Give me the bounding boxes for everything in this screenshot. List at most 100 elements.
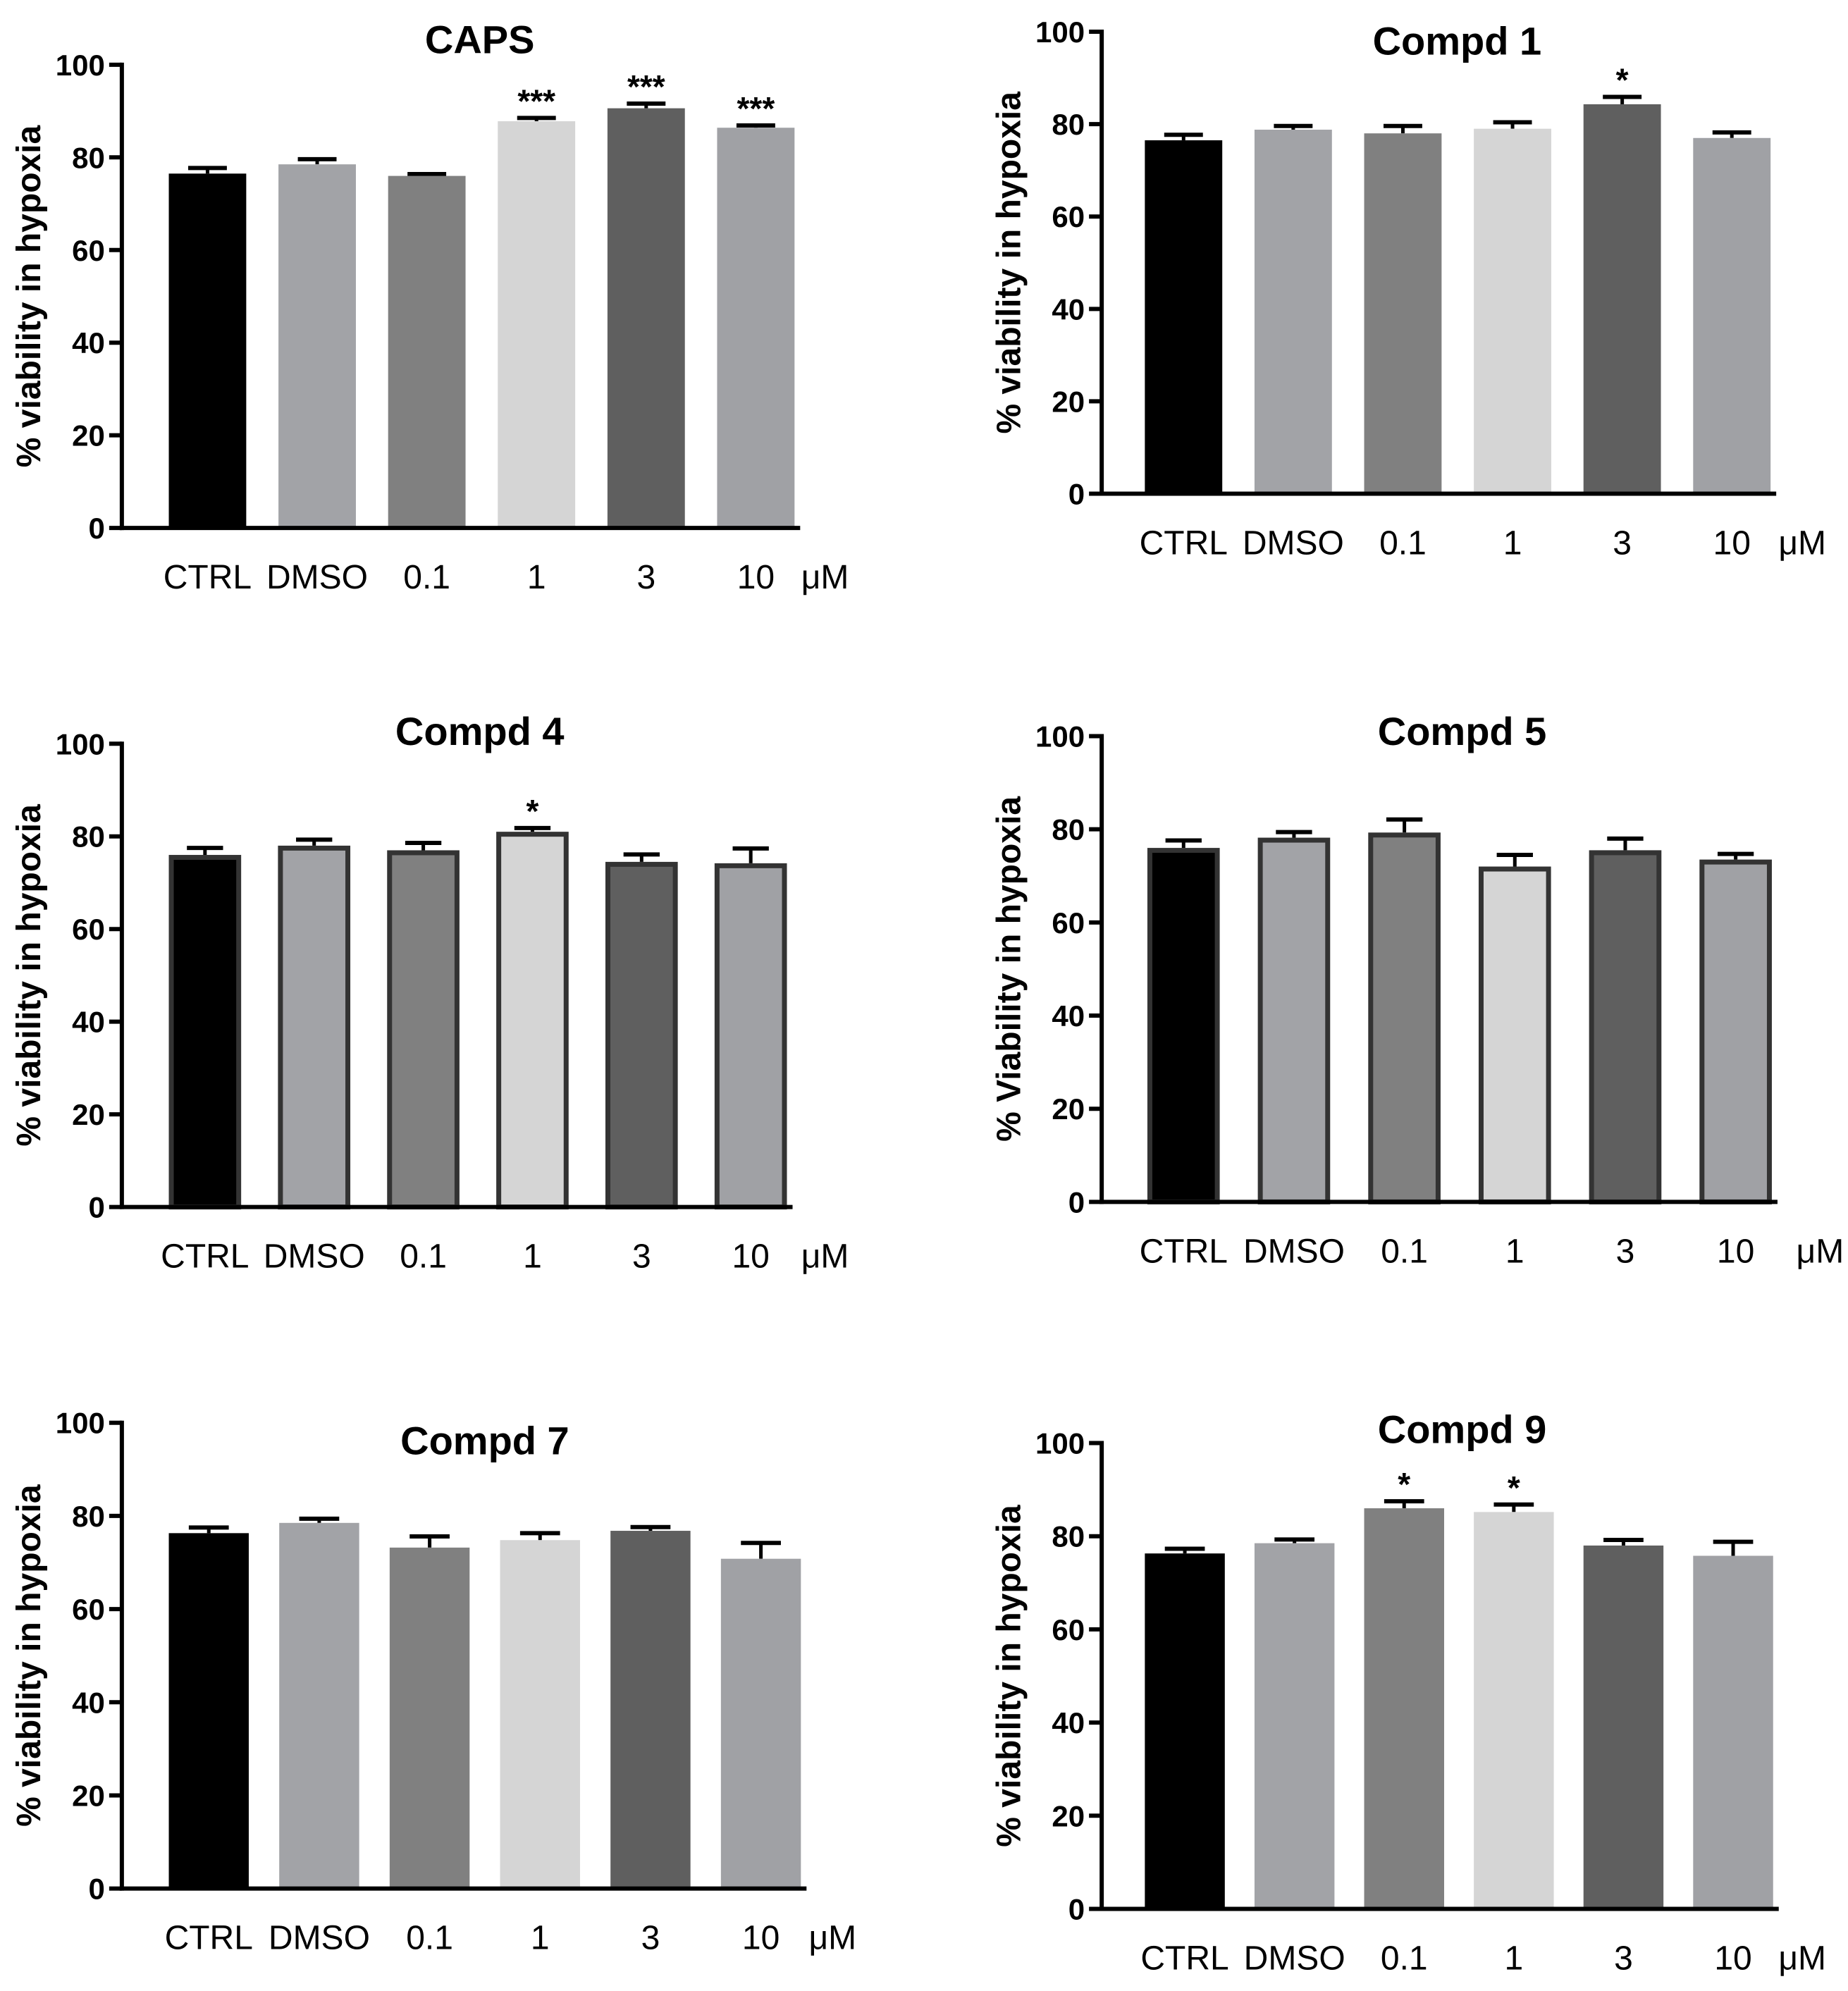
y-tick-label: 60 — [1052, 906, 1085, 939]
bar-1 — [498, 121, 576, 529]
x-unit-label: μM — [801, 559, 849, 596]
bar-0.1 — [388, 175, 466, 529]
x-tick-label: 1 — [523, 1238, 542, 1276]
y-tick-label: 60 — [72, 1593, 105, 1626]
x-tick-label: DMSO — [1244, 1940, 1345, 1977]
y-axis-label: % viability in hypoxia — [11, 804, 48, 1147]
y-tick-label: 20 — [72, 1098, 105, 1131]
chart-title: Compd 1 — [1373, 18, 1542, 63]
bar-0.1 — [389, 1547, 470, 1889]
y-tick-label: 80 — [72, 141, 105, 174]
x-tick-label: 3 — [632, 1238, 651, 1276]
significance-mark: * — [1398, 1466, 1410, 1503]
bar-DMSO — [1254, 1543, 1335, 1909]
bar-10 — [720, 1558, 801, 1889]
x-tick-label: 0.1 — [403, 559, 450, 596]
x-tick-label: 0.1 — [1379, 525, 1427, 562]
bar-CTRL — [168, 855, 242, 1210]
y-tick-label: 60 — [1052, 1613, 1085, 1646]
bar-10 — [714, 863, 787, 1210]
x-tick-label: DMSO — [269, 1920, 370, 1957]
y-axis-label: % viability in hypoxia — [11, 125, 48, 467]
y-tick-label: 60 — [72, 913, 105, 946]
chart-title: Compd 4 — [395, 709, 565, 753]
y-tick-label: 80 — [72, 820, 105, 853]
bar-3 — [1583, 1545, 1664, 1909]
y-tick-label: 100 — [56, 49, 105, 82]
x-tick-label: DMSO — [266, 559, 368, 596]
x-tick-label: 10 — [1713, 525, 1751, 562]
y-tick-label: 40 — [1052, 292, 1085, 326]
x-unit-label: μM — [801, 1238, 849, 1276]
chart-panel-4: Compd 5% Viability in hypoxia02040608010… — [990, 709, 1844, 1270]
bar-CTRL — [1145, 140, 1223, 494]
bar-1 — [1478, 866, 1551, 1204]
bar-CTRL — [1147, 848, 1220, 1204]
y-tick-label: 20 — [1052, 385, 1085, 418]
y-tick-label: 0 — [89, 1191, 105, 1224]
bar-CTRL — [168, 173, 247, 529]
y-tick-label: 20 — [72, 1779, 105, 1812]
y-tick-label: 20 — [1052, 1799, 1085, 1832]
bar-0.1 — [1364, 133, 1442, 494]
significance-mark: * — [1508, 1469, 1520, 1506]
x-tick-label: 10 — [742, 1920, 780, 1957]
x-tick-label: CTRL — [1140, 1940, 1228, 1977]
chart-title: Compd 5 — [1378, 709, 1547, 753]
chart-panel-3: Compd 4% viability in hypoxia02040608010… — [11, 709, 849, 1276]
bar-DMSO — [278, 164, 356, 529]
y-tick-label: 100 — [1035, 16, 1085, 49]
bar-0.1 — [387, 850, 460, 1210]
x-tick-label: 3 — [1616, 1233, 1635, 1270]
significance-mark: * — [526, 793, 538, 830]
y-tick-label: 0 — [89, 512, 105, 545]
y-tick-label: 100 — [1035, 720, 1085, 753]
x-tick-label: 10 — [737, 559, 775, 596]
bar-DMSO — [1257, 837, 1331, 1204]
chart-title: Compd 9 — [1378, 1407, 1547, 1452]
x-tick-label: CTRL — [164, 559, 252, 596]
significance-mark: * — [1616, 61, 1629, 98]
x-unit-label: μM — [1778, 1940, 1826, 1977]
y-tick-label: 0 — [89, 1873, 105, 1906]
bar-1 — [496, 832, 569, 1210]
significance-mark: *** — [737, 90, 775, 127]
x-tick-label: CTRL — [1140, 1233, 1228, 1270]
y-tick-label: 40 — [72, 1686, 105, 1719]
y-tick-label: 0 — [1068, 1892, 1085, 1925]
y-tick-label: 80 — [1052, 1520, 1085, 1553]
y-tick-label: 0 — [1068, 1185, 1085, 1219]
bar-3 — [610, 1531, 691, 1889]
bar-1 — [500, 1540, 580, 1889]
bar-0.1 — [1364, 1508, 1444, 1909]
bar-3 — [1583, 104, 1661, 494]
x-tick-label: 1 — [1504, 1940, 1523, 1977]
x-tick-label: 0.1 — [1381, 1940, 1428, 1977]
x-unit-label: μM — [1778, 525, 1826, 562]
y-tick-label: 20 — [1052, 1092, 1085, 1126]
x-tick-label: CTRL — [1140, 525, 1228, 562]
chart-title: CAPS — [425, 18, 535, 62]
y-tick-label: 40 — [72, 1006, 105, 1039]
y-tick-label: 40 — [72, 326, 105, 359]
y-tick-label: 40 — [1052, 999, 1085, 1033]
x-tick-label: 1 — [527, 559, 546, 596]
x-tick-label: 1 — [1505, 1233, 1524, 1270]
bar-3 — [1589, 850, 1662, 1204]
significance-mark: *** — [627, 68, 665, 105]
x-tick-label: DMSO — [264, 1238, 365, 1276]
bar-10 — [717, 128, 795, 529]
y-tick-label: 40 — [1052, 1706, 1085, 1739]
y-tick-label: 100 — [56, 1407, 105, 1440]
x-tick-label: 0.1 — [406, 1920, 453, 1957]
y-tick-label: 80 — [72, 1500, 105, 1533]
chart-panel-6: Compd 9 % viability in hypoxia 0 20 40 60 80 1 0… — [990, 1407, 1826, 1978]
chart-panel-5: Compd 7% viability in hypoxia02040608010… — [11, 1407, 856, 1957]
x-tick-label: 10 — [1717, 1233, 1754, 1270]
x-tick-label: 3 — [1613, 525, 1632, 562]
x-tick-label: DMSO — [1243, 525, 1344, 562]
y-tick-label: 80 — [1052, 108, 1085, 141]
y-axis-label: % viability in hypoxia — [990, 92, 1028, 434]
y-axis-label: % viability in hypoxia — [990, 1505, 1028, 1847]
x-tick-label: 1 — [1503, 525, 1522, 562]
